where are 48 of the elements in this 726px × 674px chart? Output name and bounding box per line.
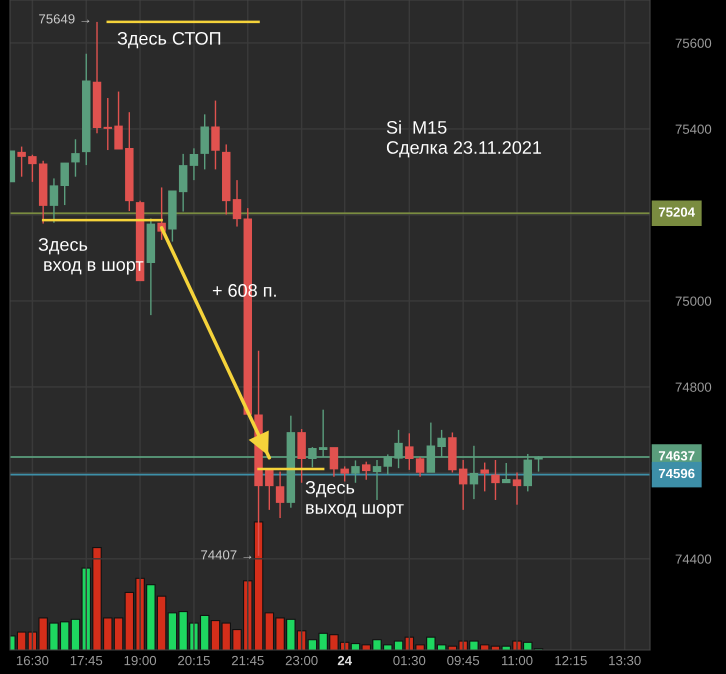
x-tick-label: 16:30 xyxy=(16,656,48,666)
y-tick-label: 75400 xyxy=(676,124,712,134)
candlestick xyxy=(405,432,414,471)
candlestick xyxy=(362,461,370,480)
x-tick-label: 12:15 xyxy=(555,656,587,666)
candlestick xyxy=(491,459,500,501)
annotation: Si M15 Сделка 23.11.2021 xyxy=(386,120,542,158)
x-tick-label: 19:00 xyxy=(124,656,156,666)
x-tick-label: 09:45 xyxy=(447,656,480,666)
x-tick-label: 23:00 xyxy=(286,656,318,666)
y-tick-label: 74400 xyxy=(676,554,712,564)
candlestick xyxy=(502,462,510,484)
candlestick xyxy=(372,459,382,501)
candlestick xyxy=(265,469,274,511)
y-tick-label: 75600 xyxy=(676,38,712,48)
candlestick xyxy=(211,100,220,170)
x-tick-label: 01:30 xyxy=(393,656,426,666)
x-tick-label: 24 xyxy=(338,656,352,666)
ref-line-label: 74596 xyxy=(658,468,695,478)
ref-line-label: 75204 xyxy=(658,207,695,217)
candlestick xyxy=(480,462,489,492)
y-tick-label: 75000 xyxy=(676,296,712,306)
y-tick-label: 74800 xyxy=(676,382,712,392)
candlestick xyxy=(232,179,242,228)
candlestick xyxy=(60,162,69,206)
candlestick xyxy=(416,456,424,478)
candlestick xyxy=(17,146,26,178)
candlestick xyxy=(28,154,37,183)
x-tick-label: 17:45 xyxy=(70,656,102,666)
annotation: Здесь выход шорт xyxy=(306,481,404,518)
x-tick-label: 21:45 xyxy=(232,656,264,666)
candlestick xyxy=(104,97,112,151)
candlestick xyxy=(50,178,58,224)
annotation: Здесь СТОП xyxy=(118,32,220,48)
candlestick xyxy=(458,459,468,511)
candlestick xyxy=(330,446,338,478)
candlestick xyxy=(276,470,284,519)
candlestick xyxy=(512,472,522,506)
x-tick-label: 13:30 xyxy=(609,656,641,666)
annotation: 75649 → xyxy=(39,14,90,24)
x-tick-label: 11:00 xyxy=(502,656,533,666)
annotation: 74407 → xyxy=(201,550,252,560)
candlestick xyxy=(114,90,123,150)
ref-line-label: 74637 xyxy=(658,451,694,461)
candlestick xyxy=(340,466,349,482)
candlestick xyxy=(190,148,198,181)
candlestick xyxy=(71,138,80,178)
x-tick-label: 20:15 xyxy=(178,656,210,666)
